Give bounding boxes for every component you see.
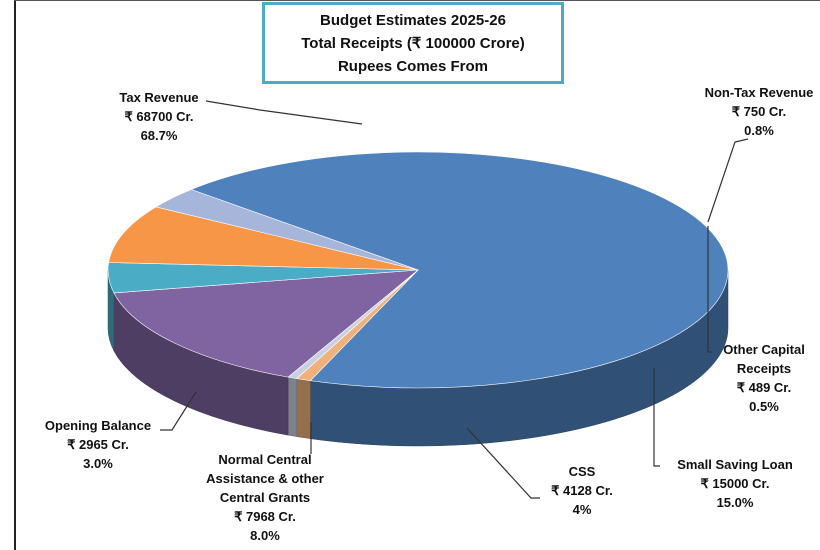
label-css-percent: 4% — [572, 502, 592, 517]
chart-caption: Rupees Comes From — [337, 57, 489, 75]
pie-slice-tax-revenue — [190, 151, 729, 389]
leader-opening-balance — [160, 391, 197, 431]
label-tax-value: ₹ 68700 Cr. — [124, 109, 194, 124]
label-nontax-name: Non-Tax Revenue — [704, 85, 814, 100]
frame-left-border — [14, 0, 16, 550]
label-nca-value: ₹ 7968 Cr. — [234, 509, 296, 524]
label-nontax-percent: 0.8% — [744, 123, 774, 138]
label-nca-name-1: Normal Central — [218, 452, 312, 467]
label-non-tax-revenue: Non-Tax Revenue ₹ 750 Cr. 0.8% — [694, 83, 820, 140]
label-normal-central-assistance: Normal Central Assistance & other Centra… — [190, 450, 340, 545]
label-ocr-value: ₹ 489 Cr. — [736, 380, 792, 395]
label-nontax-value: ₹ 750 Cr. — [731, 104, 787, 119]
pie-slice-opening-balance — [155, 189, 419, 271]
label-opening-balance: Opening Balance ₹ 2965 Cr. 3.0% — [34, 416, 162, 473]
label-other-capital-receipts: Other Capital Receipts ₹ 489 Cr. 0.5% — [708, 340, 820, 416]
label-ssl-percent: 15.0% — [716, 495, 754, 510]
label-ssl-value: ₹ 15000 Cr. — [700, 476, 770, 491]
label-ob-value: ₹ 2965 Cr. — [67, 437, 129, 452]
frame-top-border — [14, 0, 820, 1]
label-css-name: CSS — [568, 464, 596, 479]
label-ocr-name-1: Other Capital — [723, 342, 805, 357]
leader-non-tax-revenue — [707, 138, 749, 223]
label-ocr-name-2: Receipts — [736, 361, 792, 376]
leader-other-capital-receipts — [707, 226, 712, 353]
label-nca-name-3: Central Grants — [219, 490, 311, 505]
pie-side-non-tax-revenue — [296, 378, 311, 439]
leader-tax-revenue — [205, 100, 363, 125]
label-nca-name-2: Assistance & other — [206, 471, 324, 486]
pie-slice-small-saving-loan — [113, 269, 419, 378]
label-tax-name: Tax Revenue — [119, 90, 199, 105]
label-css: CSS ₹ 4128 Cr. 4% — [532, 462, 632, 519]
pie-side-other-capital-receipts — [287, 376, 298, 437]
label-ob-percent: 3.0% — [83, 456, 113, 471]
label-ocr-percent: 0.5% — [749, 399, 779, 414]
label-small-saving-loan: Small Saving Loan ₹ 15000 Cr. 15.0% — [660, 455, 810, 512]
chart-subtitle: Total Receipts (₹ 100000 Crore) — [301, 34, 525, 52]
label-css-value: ₹ 4128 Cr. — [551, 483, 613, 498]
label-tax-revenue: Tax Revenue ₹ 68700 Cr. 68.7% — [104, 88, 214, 145]
chart-title-box: Budget Estimates 2025-26 Total Receipts … — [262, 2, 564, 84]
pie-slice-normal-central-assistance-other-central-grants — [108, 206, 419, 271]
leader-small-saving-loan — [653, 368, 660, 467]
label-ob-name: Opening Balance — [44, 418, 152, 433]
label-nca-percent: 8.0% — [250, 528, 280, 543]
chart-title: Budget Estimates 2025-26 — [320, 11, 506, 29]
label-ssl-name: Small Saving Loan — [677, 457, 793, 472]
label-tax-percent: 68.7% — [140, 128, 178, 143]
leader-css — [466, 427, 540, 499]
